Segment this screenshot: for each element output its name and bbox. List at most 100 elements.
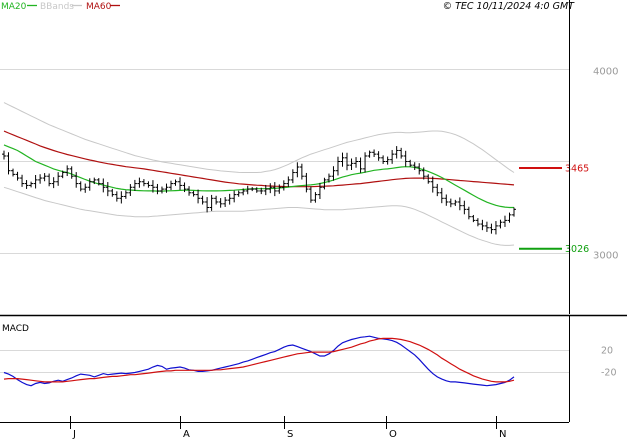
- price-bar: [56, 172, 60, 186]
- price-bar: [142, 179, 146, 186]
- price-bar: [219, 198, 223, 208]
- price-bar: [11, 169, 15, 177]
- price-bar: [70, 166, 74, 178]
- price-bar: [368, 151, 372, 158]
- price-bar: [372, 149, 376, 157]
- price-bar: [404, 151, 408, 167]
- price-bar: [133, 180, 137, 191]
- price-bar: [20, 175, 24, 187]
- price-bar: [426, 174, 430, 183]
- price-bar: [399, 148, 403, 159]
- price-bar: [359, 157, 363, 172]
- price-bar: [498, 220, 502, 229]
- price-bar: [146, 181, 150, 187]
- price-bar: [83, 184, 87, 193]
- price-bar: [25, 180, 29, 189]
- bband-upper-line: [4, 103, 514, 173]
- price-bar: [480, 220, 484, 230]
- price-bar: [210, 195, 214, 211]
- price-bar: [354, 157, 358, 168]
- ma20-line: [4, 145, 514, 208]
- price-bar: [38, 174, 42, 183]
- price-bar: [2, 151, 6, 160]
- price-bar: [79, 181, 83, 191]
- price-bar: [214, 196, 218, 205]
- price-bar: [386, 157, 390, 165]
- price-bar: [201, 196, 205, 205]
- price-bar: [313, 192, 317, 203]
- price-bar: [34, 175, 38, 188]
- stock-chart: 3465 3026 MA20 BBands MA60 © TEC 10/11/20…: [0, 0, 627, 440]
- price-bar: [237, 191, 241, 197]
- macd-line: [4, 336, 514, 386]
- macd-title: MACD: [2, 324, 29, 334]
- price-bar: [381, 155, 385, 164]
- price-bar: [485, 222, 489, 232]
- price-bar: [471, 215, 475, 222]
- price-bar: [43, 173, 47, 181]
- price-bar: [449, 199, 453, 208]
- price-bar: [192, 191, 196, 197]
- price-bar: [169, 181, 173, 190]
- x-tick-label: A: [183, 429, 190, 440]
- price-bar: [16, 172, 20, 181]
- price-bar: [304, 173, 308, 192]
- price-bar: [309, 186, 313, 202]
- price-y-tick-label: 4000: [593, 67, 618, 78]
- ma60-line: [4, 131, 514, 187]
- price-bar: [440, 188, 444, 203]
- price-bar: [264, 185, 268, 195]
- legend-ma20-label: MA20: [1, 2, 27, 12]
- price-bar: [503, 216, 507, 227]
- price-bar: [444, 194, 448, 205]
- price-bar: [363, 152, 367, 172]
- price-bar: [413, 162, 417, 170]
- price-bar: [453, 200, 457, 206]
- legend-ma60-label: MA60: [86, 2, 112, 12]
- support-level-label: 3026: [565, 244, 589, 255]
- price-bar: [318, 183, 322, 199]
- signal-line: [4, 338, 514, 382]
- price-bar: [435, 184, 439, 196]
- price-bar: [458, 197, 462, 210]
- price-bar: [228, 194, 232, 205]
- price-bar: [223, 197, 227, 207]
- price-bar: [106, 182, 110, 196]
- price-bar: [160, 187, 164, 194]
- price-bar: [291, 169, 295, 183]
- price-bar: [507, 213, 511, 223]
- resistance-level-label: 3465: [565, 163, 589, 174]
- price-bar: [7, 152, 11, 174]
- x-tick-label: J: [72, 429, 76, 440]
- copyright-timestamp: © TEC 10/11/2024 4:0 GMT: [443, 1, 576, 12]
- price-bar: [155, 184, 159, 194]
- legend-bbands-label: BBands: [40, 2, 74, 12]
- price-y-tick-label: 3000: [593, 251, 618, 262]
- price-bar: [331, 166, 335, 180]
- price-bar: [52, 177, 56, 188]
- price-bar: [255, 187, 259, 193]
- price-bar: [174, 180, 178, 186]
- price-bar: [273, 182, 277, 196]
- price-bar: [336, 157, 340, 176]
- price-bar: [512, 208, 516, 217]
- price-bar: [246, 186, 250, 194]
- price-bar: [47, 174, 51, 187]
- price-bar: [462, 201, 466, 215]
- price-bar: [65, 165, 69, 176]
- macd-panel: [0, 336, 569, 386]
- price-bar: [340, 153, 344, 167]
- price-bar: [196, 190, 200, 204]
- price-bar: [187, 186, 191, 196]
- price-bar: [395, 146, 399, 158]
- legend: MA20 BBands MA60: [1, 2, 120, 12]
- price-bar: [137, 178, 141, 188]
- price-bar: [232, 191, 236, 203]
- price-bar: [110, 189, 114, 197]
- price-bar: [205, 197, 209, 212]
- price-bar: [408, 160, 412, 167]
- price-bar: [377, 151, 381, 161]
- price-bar: [115, 191, 119, 201]
- x-tick-label: O: [389, 429, 397, 440]
- price-bar: [300, 164, 304, 180]
